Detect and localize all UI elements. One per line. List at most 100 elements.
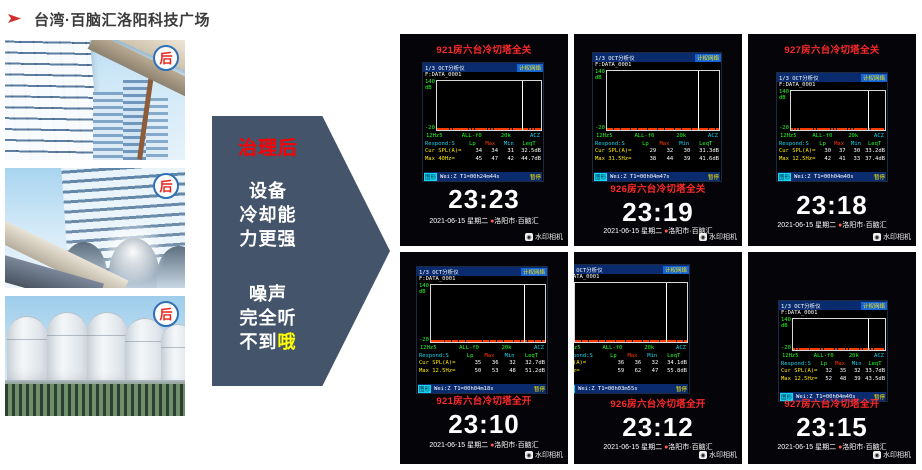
bar-peak-tip	[459, 128, 462, 130]
header-min: Min	[851, 361, 862, 367]
meter-y-min-label: -20	[425, 125, 435, 131]
bar-peak-tip	[859, 348, 863, 350]
photo-caption: 926房六台冷切塔全关	[610, 184, 706, 195]
after-badge: 后	[153, 301, 179, 327]
meter-y-max-label: 140 dB	[419, 283, 429, 295]
page-title: 台湾·百脑汇洛阳科技广场	[34, 11, 210, 29]
photo-caption: 927房六台冷切塔全关	[784, 45, 880, 56]
bar-peak-tip	[651, 128, 655, 130]
skyline-building-3	[146, 98, 168, 160]
max-label: Max 31.5Hz=	[595, 155, 632, 162]
plot-cursor-line	[868, 91, 869, 130]
max-lp: 50	[474, 367, 482, 374]
bar-peak-tip	[652, 340, 656, 342]
bar-peak-tip	[793, 128, 797, 130]
spectrum-plot	[606, 70, 720, 131]
bar-peak-tip	[836, 128, 839, 130]
bar-peak-tip	[823, 348, 826, 350]
max-leq: 41.6dB	[699, 155, 719, 162]
meter-readout-table: Respond:S Lp Max Min LeqT Cur SPL(A)= 29 32 30 31…	[595, 141, 719, 163]
header-max: Max	[484, 353, 495, 359]
bar-peak-tip	[472, 340, 476, 342]
readout-max-row: Max 12.5Hz= 42 41 33 37.4dB	[779, 156, 885, 163]
meter-y-max-label: 140 dB	[781, 317, 791, 329]
bar-peak-tip	[615, 340, 619, 342]
axis-weighting-label: ACZ	[874, 353, 884, 359]
bar-peak-tip	[822, 128, 825, 130]
bar-peak-tip	[795, 348, 799, 350]
header-lp: Lp	[466, 353, 474, 359]
cooling-tower-2	[47, 312, 87, 384]
bar-peak-tip	[819, 128, 822, 130]
noise-line-3: 不到哦	[240, 330, 297, 354]
max-leq: 51.2dB	[525, 367, 545, 374]
max-leq: 37.4dB	[865, 155, 885, 162]
location-pin-icon: ●	[490, 442, 495, 449]
bar-peak-tip	[591, 340, 595, 342]
bar-peak-tip	[805, 128, 808, 130]
photo-curved-glass-facade: 后	[5, 168, 185, 288]
watermark-camera-label: ◉ 水印相机	[873, 450, 911, 460]
meter-weighting-label: 计权网络	[860, 301, 887, 310]
bar-peak-tip	[503, 128, 507, 130]
bar-peak-tip	[486, 340, 490, 342]
camera-icon: ◉	[699, 233, 707, 241]
bar-peak-tip	[500, 340, 504, 342]
axis-weighting-label: ACZ	[874, 133, 884, 139]
axis-center-label: ALL-f0	[602, 345, 623, 351]
camera-icon: ◉	[699, 451, 707, 459]
meter-readout-table: Respond:S Lp Max Min LeqT SPL(A)= 36 36 32 34.1dB…	[574, 353, 687, 375]
readout-max-row: Max 12.5Hz= 52 48 39 43.5dB	[781, 376, 885, 383]
readout-header-row: Respond:S Lp Max Min LeqT	[419, 353, 545, 360]
bar-peak-tip	[531, 340, 535, 342]
bar-peak-tip	[588, 340, 592, 342]
cur-lp: 32	[825, 368, 833, 375]
bar-peak-tip	[534, 340, 538, 342]
meter-weighting-label: 计权网络	[860, 73, 887, 82]
bar-peak-tip	[509, 128, 513, 130]
meter-x-axis: 12Hz5 ALL-f0 20k ACZ	[574, 345, 689, 351]
meter-statusbar: 图形 Wei:Z T1=00h04m18s 暂停	[418, 384, 546, 393]
bar-peak-tip	[816, 128, 820, 130]
bar-peak-tip	[520, 340, 524, 342]
bar-peak-tip	[647, 128, 651, 130]
header-lp: Lp	[610, 353, 617, 359]
cur-label: Cur SPL(A)=	[419, 360, 456, 367]
status-wei-elapsed: Wei:Z T1=00h04m47s	[610, 173, 670, 180]
bar-peak-tip	[493, 340, 497, 342]
photo-date-location: 2021-06-15 星期二 ●洛阳市·百脑汇	[429, 442, 539, 449]
bar-peak-tip	[674, 128, 678, 130]
bar-peak-tip	[503, 340, 507, 342]
spectrum-plot	[792, 318, 886, 351]
noise-line-3-text: 不到	[239, 332, 278, 353]
location-pin-icon: ●	[664, 228, 669, 235]
plot-cursor-line	[524, 285, 525, 342]
bar-peak-tip	[531, 128, 535, 130]
slide-header: 台湾·百脑汇洛阳科技广场	[0, 4, 420, 34]
red-arrow-bullet-icon	[4, 13, 26, 25]
bar-peak-tip	[659, 340, 663, 342]
photo-card-cam-927-on: 1/3 OCT分析仪 计权网络 F:DATA_0001 140 dB -20 12Hz5 AL…	[748, 252, 916, 464]
bar-peak-tip	[605, 340, 609, 342]
bar-peak-tip	[640, 128, 644, 130]
axis-left-label: 12Hz5	[420, 345, 437, 351]
bar-peak-tip	[813, 128, 817, 130]
header-leq: LeqT	[699, 141, 713, 147]
axis-left-label: 12Hz5	[780, 133, 797, 139]
plot-cursor-line	[868, 319, 869, 350]
watermark-camera-label: ◉ 水印相机	[525, 450, 563, 460]
bar-peak-tip	[671, 128, 675, 130]
chevron-benefit-text: 设备 冷却能 力更强	[240, 179, 297, 252]
bar-peak-tip	[656, 340, 660, 342]
bar-peak-tip	[449, 128, 453, 130]
bar-peak-tip	[879, 348, 882, 350]
status-pause: 暂停	[533, 386, 545, 393]
axis-left-label: 12Hz5	[782, 353, 799, 359]
bar-peak-tip	[632, 340, 636, 342]
meter-x-axis: 12Hz5 ALL-f0 20k ACZ	[593, 133, 721, 139]
bar-peak-tip	[468, 340, 473, 342]
cur-lp: 29	[649, 148, 657, 155]
bar-peak-tip	[620, 128, 624, 130]
bar-peak-tip	[859, 128, 862, 130]
noise-line-2: 完全听	[239, 307, 297, 328]
